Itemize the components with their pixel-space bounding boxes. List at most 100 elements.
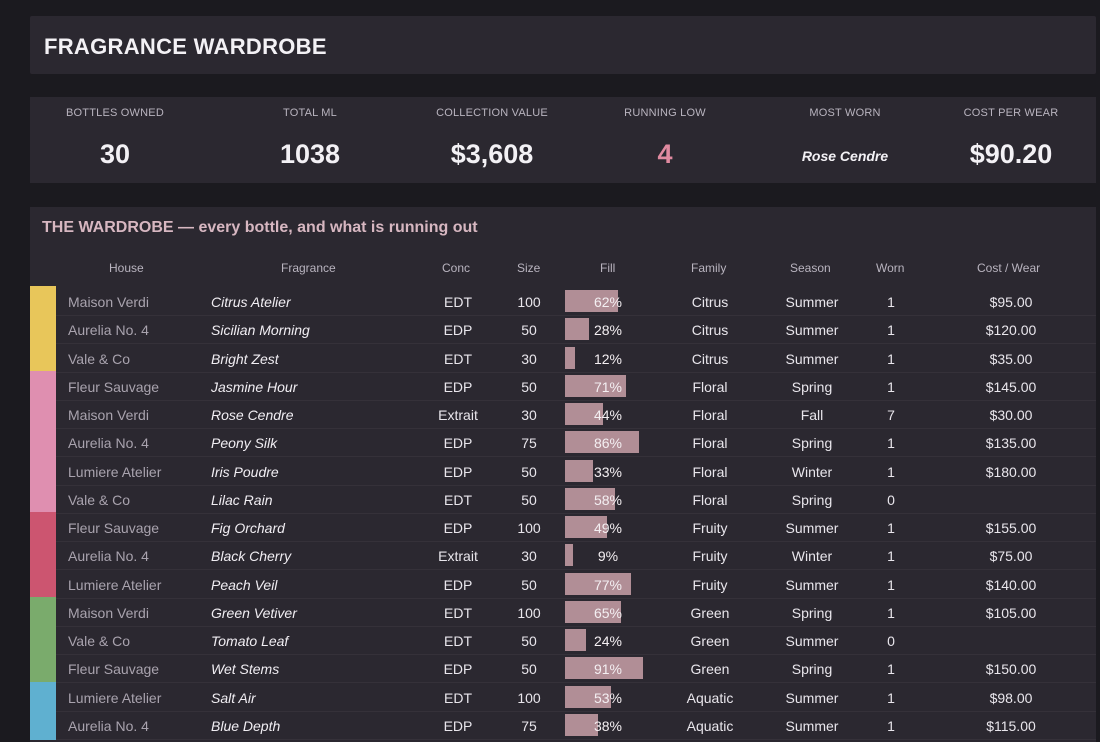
worn-cell: 1	[887, 717, 895, 734]
fill-percent-label: 28%	[593, 322, 623, 339]
kpi-running-low: RUNNING LOW 4	[575, 97, 755, 183]
table-row[interactable]: Lumiere Atelier Iris Poudre EDP 50 Floral Win…	[30, 455, 1096, 486]
family-color-swatch	[30, 625, 56, 655]
conc-cell: EDP	[443, 661, 473, 678]
worn-cell: 0	[887, 633, 895, 649]
family-cell: Fruity	[692, 576, 728, 593]
kpi-strip: BOTTLES OWNED 30 TOTAL ML 1038 COLLECTIO…	[30, 97, 1096, 183]
fill-percent-label: 62%	[593, 294, 623, 310]
size-cell: 50	[521, 463, 537, 480]
size-cell: 50	[521, 322, 537, 339]
fragrance-cell: Lilac Rain	[211, 491, 273, 508]
kpi-value: 1038	[279, 139, 341, 169]
table-row[interactable]: Vale & Co Bright Zest EDT 30 Citrus Summer 1 $3…	[30, 342, 1096, 373]
worn-cell: 1	[887, 294, 895, 310]
conc-cell: EDP	[443, 435, 473, 452]
column-header-cost-per-wear[interactable]: Cost / Wear	[977, 261, 1041, 275]
column-header-season[interactable]: Season	[790, 261, 831, 275]
season-cell: Winter	[791, 463, 833, 480]
kpi-cost-per-wear: COST PER WEAR $90.20	[921, 97, 1100, 183]
table-row[interactable]: Vale & Co Lilac Rain EDT 50 Floral Spring 0 58%	[30, 483, 1096, 514]
fragrance-cell: Peony Silk	[211, 435, 278, 452]
fill-level-bar	[565, 600, 621, 623]
table-row[interactable]: Maison Verdi Green Vetiver EDT 100 Green Spri…	[30, 596, 1096, 627]
family-cell: Citrus	[691, 294, 729, 310]
kpi-total-ml: TOTAL ML 1038	[220, 97, 400, 183]
worn-cell: 1	[887, 463, 895, 480]
family-cell: Fruity	[692, 520, 728, 536]
fill-percent-label: 53%	[593, 689, 623, 706]
season-cell: Fall	[800, 407, 824, 423]
fragrance-cell: Blue Depth	[211, 717, 281, 734]
worn-cell: 1	[887, 576, 895, 593]
kpi-label: MOST WORN	[809, 107, 881, 119]
fill-percent-label: 9%	[597, 548, 619, 565]
fragrance-cell: Black Cherry	[211, 548, 292, 565]
worn-cell: 1	[887, 548, 895, 565]
table-row[interactable]: Vale & Co Tomato Leaf EDT 50 Green Summer 0 24%	[30, 625, 1096, 655]
conc-cell: EDP	[443, 576, 473, 593]
worn-cell: 0	[887, 491, 895, 508]
family-color-swatch	[30, 314, 56, 345]
fragrance-cell: Bright Zest	[211, 350, 279, 367]
family-cell: Floral	[692, 435, 728, 452]
house-cell: Maison Verdi	[68, 604, 149, 621]
family-color-swatch	[30, 427, 56, 458]
table-row[interactable]: Fleur Sauvage Wet Stems EDP 50 Green Spring 1 $…	[30, 653, 1096, 684]
size-cell: 75	[521, 435, 537, 452]
cost-per-wear-cell: $145.00	[985, 378, 1037, 395]
column-header-size[interactable]: Size	[517, 261, 541, 275]
table-row[interactable]: Aurelia No. 4 Blue Depth EDP 75 Aquatic Summe…	[30, 709, 1096, 740]
size-cell: 30	[521, 548, 537, 565]
kpi-label: COST PER WEAR	[963, 107, 1059, 119]
column-header-worn[interactable]: Worn	[876, 261, 905, 275]
kpi-collection-value: COLLECTION VALUE $3,608	[402, 97, 582, 183]
house-cell: Lumiere Atelier	[68, 576, 162, 593]
family-cell: Green	[690, 633, 730, 649]
house-cell: Aurelia No. 4	[68, 717, 149, 734]
house-cell: Vale & Co	[68, 350, 130, 367]
family-cell: Floral	[692, 463, 728, 480]
fragrance-cell: Peach Veil	[211, 576, 278, 593]
fill-level-bar	[565, 318, 589, 341]
size-cell: 100	[517, 604, 541, 621]
family-color-swatch	[30, 286, 56, 316]
table-row[interactable]: Fleur Sauvage Fig Orchard EDP 100 Fruity Summ…	[30, 512, 1096, 542]
worn-cell: 1	[887, 435, 895, 452]
cost-per-wear-cell: $135.00	[985, 435, 1037, 452]
column-header-house[interactable]: House	[109, 261, 144, 275]
family-cell: Aquatic	[686, 717, 734, 734]
table-row[interactable]: Aurelia No. 4 Sicilian Morning EDP 50 Citrus…	[30, 314, 1096, 345]
size-cell: 50	[521, 576, 537, 593]
column-header-fill[interactable]: Fill	[600, 261, 616, 275]
family-cell: Fruity	[692, 548, 728, 565]
family-color-swatch	[30, 483, 56, 514]
column-header-fragrance[interactable]: Fragrance	[281, 261, 336, 275]
size-cell: 30	[521, 350, 537, 367]
conc-cell: EDT	[444, 350, 472, 367]
kpi-value: $90.20	[969, 139, 1053, 169]
family-color-swatch	[30, 399, 56, 429]
table-row[interactable]: Maison Verdi Citrus Atelier EDT 100 Citrus Su…	[30, 286, 1096, 316]
cost-per-wear-cell: $30.00	[989, 407, 1033, 423]
fragrance-cell: Salt Air	[211, 689, 256, 706]
table-row[interactable]: Aurelia No. 4 Peony Silk EDP 75 Floral Spring…	[30, 427, 1096, 458]
fill-level-bar	[565, 629, 586, 651]
table-row[interactable]: Lumiere Atelier Salt Air EDT 100 Aquatic Summ…	[30, 681, 1096, 712]
table-row[interactable]: Lumiere Atelier Peach Veil EDP 50 Fruity Summ…	[30, 568, 1096, 599]
season-cell: Summer	[785, 294, 839, 310]
table-row[interactable]: Maison Verdi Rose Cendre Extrait 30 Floral Fa…	[30, 399, 1096, 429]
column-header-conc[interactable]: Conc	[442, 261, 471, 275]
fill-level-bar	[565, 713, 598, 736]
kpi-most-worn: MOST WORN Rose Cendre	[755, 97, 935, 183]
house-cell: Lumiere Atelier	[68, 463, 162, 480]
size-cell: 50	[521, 491, 537, 508]
table-row[interactable]: Fleur Sauvage Jasmine Hour EDP 50 Floral Spri…	[30, 370, 1096, 401]
season-cell: Summer	[785, 717, 839, 734]
wardrobe-table: THE WARDROBE — every bottle, and what is…	[30, 207, 1096, 742]
column-header-family[interactable]: Family	[691, 261, 727, 275]
fill-level-bar	[565, 374, 626, 397]
fill-percent-label: 33%	[593, 463, 623, 480]
table-row[interactable]: Aurelia No. 4 Black Cherry Extrait 30 Fruity…	[30, 540, 1096, 571]
cost-per-wear-cell: $150.00	[985, 661, 1037, 678]
